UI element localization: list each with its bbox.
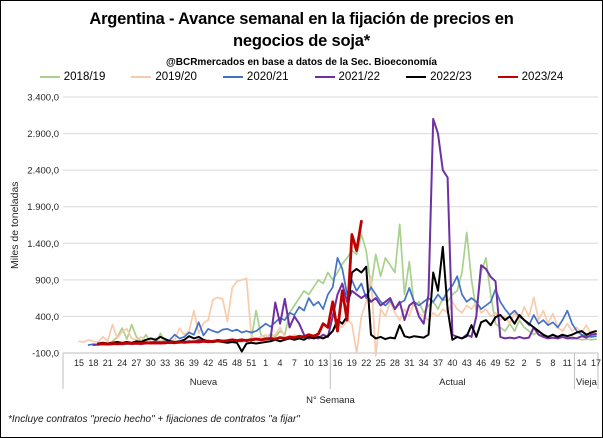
x-tick-label: 16 [332,358,342,368]
y-tick-label: 400,0 [35,312,59,323]
chart-subtitle: @BCRmercados en base a datos de la Sec. … [166,57,437,68]
x-tick-label: 30 [146,358,156,368]
legend-item-2020-21: 2020/21 [222,71,289,83]
legend-swatch [131,76,152,78]
x-tick-label: 10 [304,358,314,368]
x-tick-label: 19 [347,358,357,368]
x-tick-label: 31 [404,358,414,368]
x-tick-label: 34 [419,358,429,368]
footnote: *Incluye contratos "precio hecho" + fija… [8,414,300,425]
y-tick-label: 900,0 [35,275,59,286]
legend-label: 2020/21 [246,71,289,83]
x-tick-label: 4 [278,358,283,368]
x-tick-label: 18 [88,358,98,368]
x-tick-label: 39 [189,358,199,368]
x-tick-label: 14 [577,358,587,368]
legend-item-2023-24: 2023/24 [497,71,564,83]
y-tick-label: 3.400,0 [27,93,59,104]
legend-item-2022-23: 2022/23 [406,71,472,83]
x-section-label: Vieja [576,377,598,388]
y-tick-label: 2.900,0 [27,129,59,140]
x-tick-label: 28 [390,358,400,368]
legend-label: 2022/23 [430,71,472,83]
legend-item-2019-20: 2019/20 [131,71,197,83]
legend-label: 2023/24 [521,71,564,83]
legend: 2018/19 2019/20 2020/21 2021/22 2022/23 2023/… [1,71,602,83]
x-tick-label: 25 [376,358,386,368]
series-line-2023-24 [96,219,363,346]
x-tick-label: 22 [361,358,371,368]
x-tick-label: 48 [232,358,242,368]
chart-title: Argentina - Avance semanal en la fijació… [89,10,514,50]
legend-swatch [497,75,518,79]
x-tick-label: 51 [246,358,256,368]
x-tick-label: 40 [447,358,457,368]
x-tick-label: 2 [522,358,527,368]
y-tick-label: 1.400,0 [27,239,59,250]
x-tick-label: 5 [536,358,541,368]
x-section-label: Nueva [190,377,218,388]
x-tick-label: 37 [433,358,443,368]
y-tick-label: 1.900,0 [27,202,59,213]
legend-item-2018-19: 2018/19 [39,71,106,83]
x-tick-label: 11 [563,358,572,368]
x-tick-label: 24 [117,358,127,368]
x-tick-label: 33 [160,358,170,368]
x-axis-title: N° Semana [306,395,355,406]
x-tick-label: 45 [218,358,228,368]
x-tick-label: 8 [550,358,555,368]
legend-label: 2018/19 [63,71,106,83]
x-tick-label: 21 [103,358,113,368]
x-section-label: Actual [439,377,465,388]
legend-label: 2021/22 [338,71,381,83]
x-tick-label: 15 [74,358,84,368]
x-tick-label: 49 [490,358,500,368]
legend-swatch [406,76,427,78]
x-tick-label: 7 [292,358,297,368]
x-tick-label: 1 [263,358,268,368]
legend-swatch [222,76,243,78]
y-tick-label: -100,0 [32,349,59,360]
x-tick-label: 36 [175,358,185,368]
legend-swatch [314,76,335,78]
legend-swatch [39,76,60,78]
series-line-2020-21 [87,257,597,346]
x-tick-label: 43 [462,358,472,368]
x-tick-label: 27 [131,358,141,368]
x-tick-label: 13 [318,358,328,368]
y-tick-label: 2.400,0 [27,166,59,177]
x-tick-label: 52 [505,358,515,368]
x-tick-label: 42 [203,358,213,368]
x-tick-label: 17 [591,358,601,368]
x-tick-label: 46 [476,358,486,368]
legend-label: 2019/20 [155,71,197,83]
legend-item-2021-22: 2021/22 [314,71,381,83]
